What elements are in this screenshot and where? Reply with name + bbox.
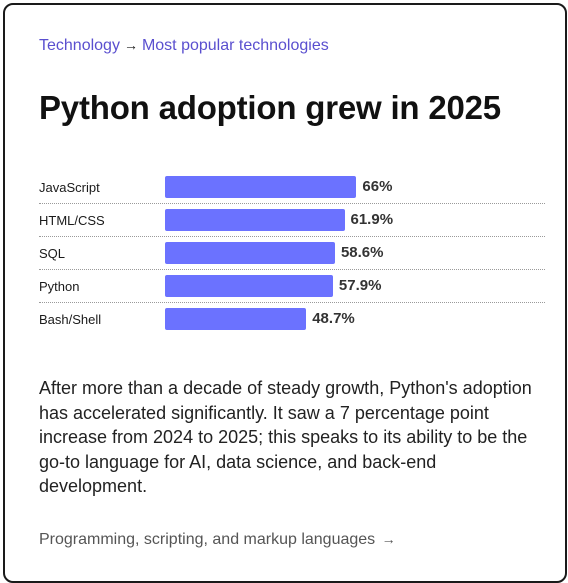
bar-value-label: 66% <box>362 178 393 195</box>
bar-label: Python <box>39 279 80 294</box>
bar <box>165 242 335 264</box>
bar <box>165 275 333 297</box>
bar-label: JavaScript <box>39 180 100 195</box>
description-text: After more than a decade of steady growt… <box>39 378 532 496</box>
card: Technology → Most popular technologies Pyt… <box>3 3 567 583</box>
bar-value-label: 61.9% <box>350 211 394 228</box>
bar-chart: JavaScript 66% HTML/CSS 61.9% SQL 58.6% Python… <box>39 171 545 336</box>
chart-row: JavaScript 66% <box>39 171 545 204</box>
chart-row: Bash/Shell 48.7% <box>39 303 545 336</box>
bar <box>165 308 307 330</box>
chart-row: SQL 58.6% <box>39 237 545 270</box>
chart-row: Python 57.9% <box>39 270 545 303</box>
bar <box>165 209 345 231</box>
arrow-right-icon: → <box>381 531 396 547</box>
chart-row: HTML/CSS 61.9% <box>39 204 545 237</box>
bar-label: HTML/CSS <box>39 213 105 228</box>
bar-label: SQL <box>39 246 66 261</box>
page-title: Python adoption grew in 2025 <box>39 89 501 126</box>
breadcrumb: Technology → Most popular technologies <box>39 37 329 55</box>
breadcrumb-link-most-popular[interactable]: Most popular technologies <box>141 37 329 54</box>
bar-value-label: 57.9% <box>338 277 382 294</box>
bar-label: Bash/Shell <box>39 312 102 327</box>
bar-value-label: 48.7% <box>312 310 355 327</box>
footer-link-label: Programming, scripting, and markup langu… <box>39 531 376 548</box>
bar-value-label: 58.6% <box>340 244 384 261</box>
breadcrumb-link-technology[interactable]: Technology <box>39 37 120 54</box>
breadcrumb-separator: → <box>123 37 138 53</box>
footer-link-languages[interactable]: Programming, scripting, and markup langu… <box>39 531 396 549</box>
bar <box>165 176 357 198</box>
